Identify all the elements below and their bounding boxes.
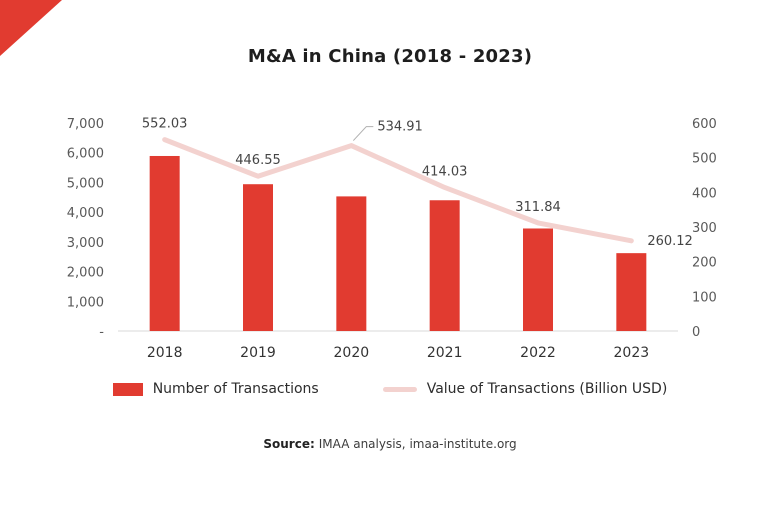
line-value-label: 260.12 <box>647 234 693 249</box>
left-axis-tick: 2,000 <box>67 266 104 281</box>
label-connector <box>352 126 374 141</box>
right-axis-tick: 600 <box>692 117 717 132</box>
legend-item-bars: Number of Transactions <box>112 381 319 397</box>
right-axis-tick: 0 <box>692 325 700 340</box>
left-axis-tick: 4,000 <box>67 206 104 221</box>
bar-swatch-icon <box>112 382 143 396</box>
x-axis-label: 2022 <box>520 345 556 361</box>
x-axis-label: 2020 <box>334 345 370 361</box>
bar-2018 <box>149 155 180 331</box>
legend: Number of Transactions Value of Transact… <box>0 381 780 397</box>
right-axis-tick: 300 <box>692 221 717 236</box>
bar-2020 <box>336 196 367 331</box>
line-value-label: 311.84 <box>515 200 561 215</box>
chart-svg: 7,000 6,000 5,000 4,000 3,000 2,000 1,000 - 600 5… <box>67 117 717 361</box>
right-axis-tick: 500 <box>692 152 717 167</box>
left-axis-tick: 7,000 <box>67 117 104 132</box>
legend-label-line: Value of Transactions (Billion USD) <box>426 381 668 397</box>
bar-2021 <box>429 200 460 331</box>
chart-title: M&A in China (2018 - 2023) <box>247 46 533 67</box>
source-text: IMAA analysis, imaa-institute.org <box>318 437 517 451</box>
legend-item-line: Value of Transactions (Billion USD) <box>382 381 668 397</box>
left-axis-tick: - <box>99 325 104 340</box>
bar-2022 <box>523 228 553 331</box>
bar-2019 <box>243 184 273 331</box>
line-value-label: 414.03 <box>422 164 468 179</box>
x-axis-label: 2019 <box>240 345 276 361</box>
value-line <box>162 137 634 244</box>
right-axis-tick: 100 <box>692 290 717 305</box>
x-axis-label: 2021 <box>427 345 463 361</box>
source-label: Source: <box>263 437 315 451</box>
right-axis-tick: 200 <box>692 256 717 271</box>
left-axis-tick: 3,000 <box>67 236 104 251</box>
source-note: Source: IMAA analysis, imaa-institute.org <box>0 437 780 451</box>
legend-label-bars: Number of Transactions <box>152 381 319 397</box>
left-axis-tick: 6,000 <box>67 147 104 162</box>
left-axis-tick: 5,000 <box>67 176 104 191</box>
line-swatch-icon <box>382 386 417 392</box>
left-axis-tick: 1,000 <box>67 295 104 310</box>
line-value-label: 534.91 <box>377 120 423 135</box>
right-axis-tick: 400 <box>692 186 717 201</box>
line-value-label: 552.03 <box>142 117 188 132</box>
x-axis-label: 2023 <box>614 345 650 361</box>
x-axis-label: 2018 <box>147 345 183 361</box>
line-value-label: 446.55 <box>235 153 281 168</box>
bar-2023 <box>616 253 647 331</box>
